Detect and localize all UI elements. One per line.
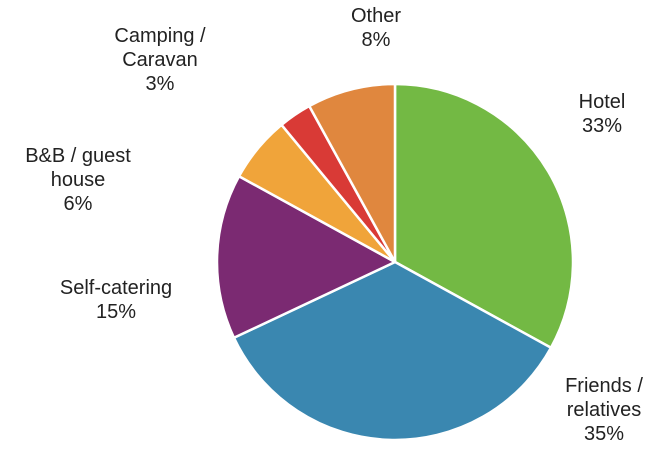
pie-labels: Hotel 33% Friends / relatives 35% Self-cateri…: [25, 5, 643, 445]
slice-category-label: Friends /: [565, 375, 643, 397]
slice-value-label: 33%: [582, 115, 622, 137]
pie-slices: [215, 82, 575, 442]
slice-label-camping-caravan: Camping / Caravan 3%: [114, 25, 206, 95]
slice-value-label: 8%: [362, 29, 391, 51]
slice-value-label: 35%: [584, 423, 624, 445]
slice-label-friends-relatives: Friends / relatives 35%: [565, 375, 643, 445]
slice-value-label: 3%: [146, 73, 175, 95]
slice-category-label: Hotel: [579, 91, 626, 113]
pie-slice-friends-relatives: [232, 260, 553, 442]
slice-label-self-catering: Self-catering 15%: [60, 277, 172, 323]
slice-value-label: 15%: [96, 301, 136, 323]
slice-label-b-b-guest-house: B&B / guest house 6%: [25, 145, 131, 215]
pie-slice-hotel: [393, 82, 575, 349]
slice-category-label: B&B / guest: [25, 145, 131, 167]
slice-category-label: Camping /: [114, 25, 206, 47]
slice-label-other: Other 8%: [351, 5, 401, 51]
slice-value-label: 6%: [64, 193, 93, 215]
slice-category-label: house: [51, 169, 106, 191]
pie-slice-self-catering: [215, 175, 397, 340]
slice-label-hotel: Hotel 33%: [579, 91, 626, 137]
slice-category-label: Self-catering: [60, 277, 172, 299]
slice-category-label: Caravan: [122, 49, 198, 71]
slice-category-label: Other: [351, 5, 401, 27]
pie-slice-other: [308, 82, 397, 264]
slice-category-label: relatives: [567, 399, 641, 421]
